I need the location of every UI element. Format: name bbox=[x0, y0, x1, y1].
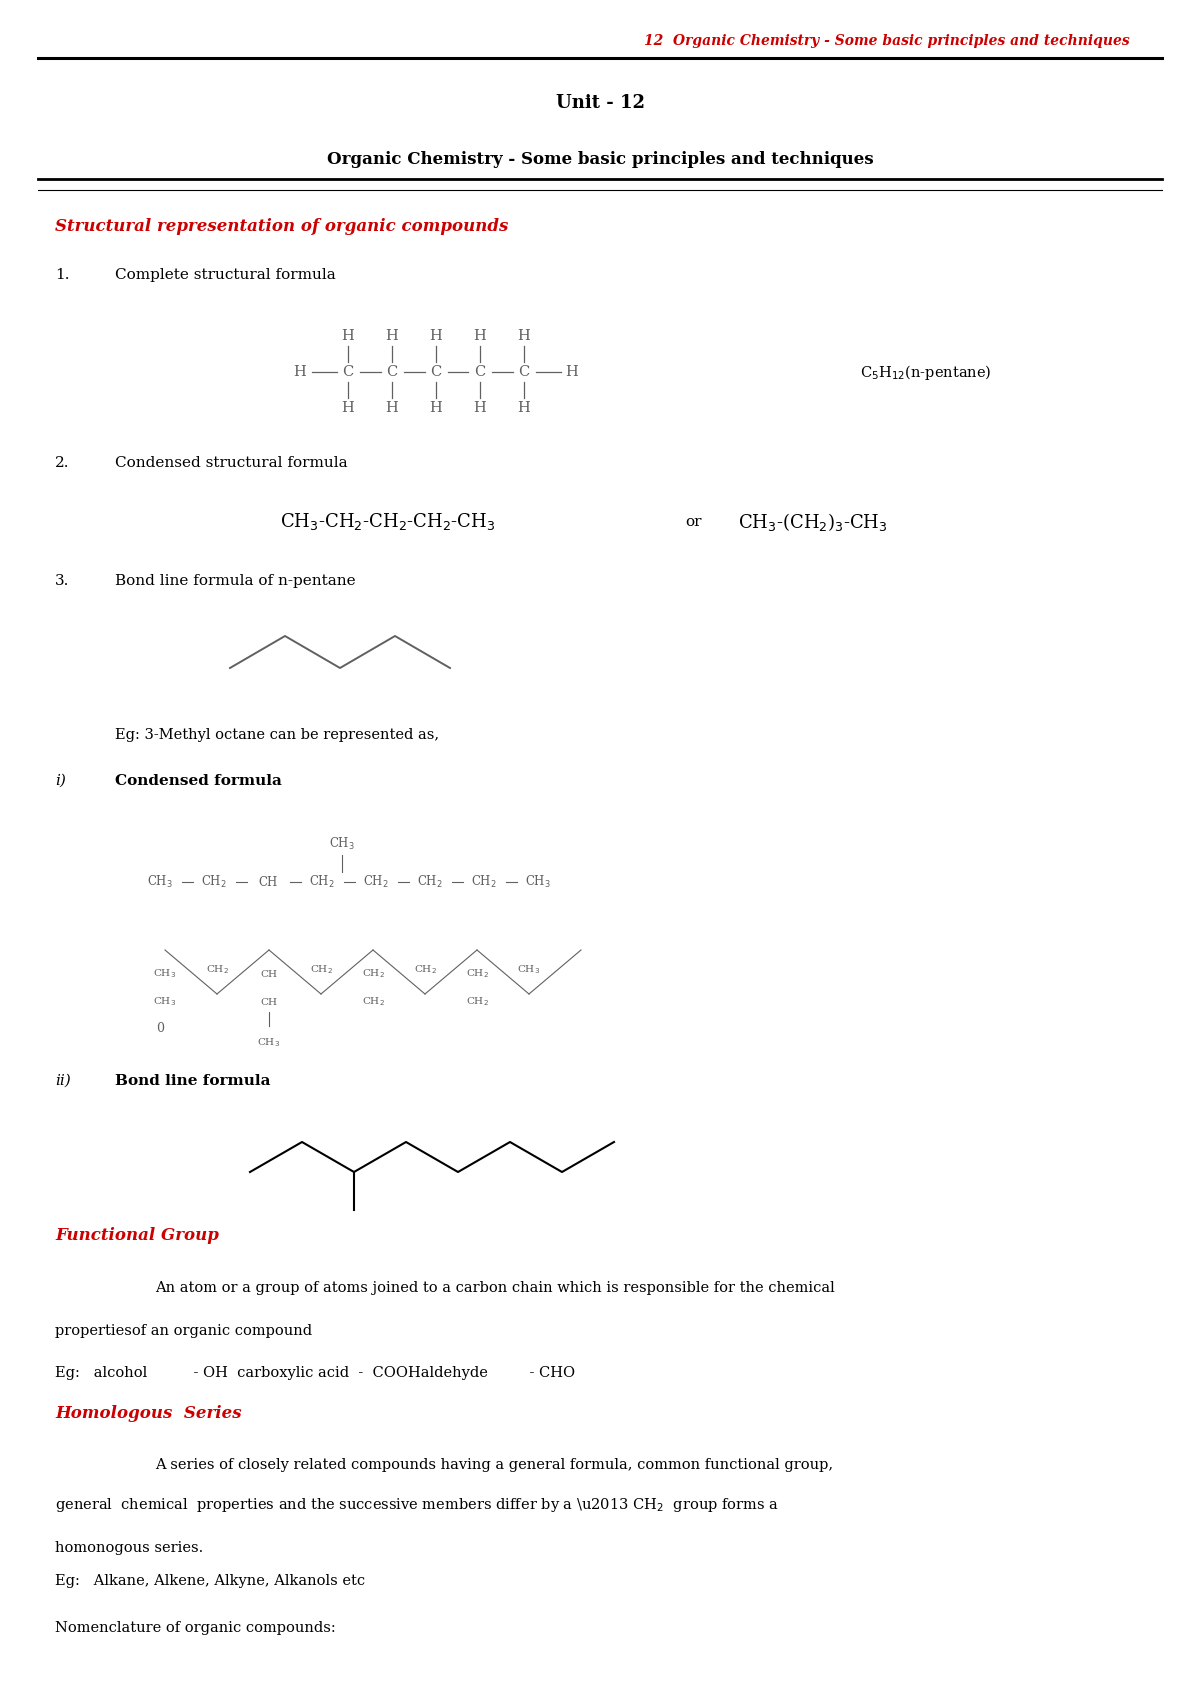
Text: propertiesof an organic compound: propertiesof an organic compound bbox=[55, 1324, 312, 1337]
Text: H: H bbox=[385, 400, 398, 416]
Text: homonogous series.: homonogous series. bbox=[55, 1541, 203, 1554]
Text: CH$_3$: CH$_3$ bbox=[154, 967, 176, 981]
Text: general  chemical  properties and the successive members differ by a \u2013 CH$_: general chemical properties and the succ… bbox=[55, 1497, 779, 1514]
Text: CH$_2$: CH$_2$ bbox=[205, 964, 228, 976]
Text: CH$_2$: CH$_2$ bbox=[418, 874, 443, 889]
Text: CH$_3$: CH$_3$ bbox=[517, 964, 540, 976]
Text: Eg: 3-Methyl octane can be represented as,: Eg: 3-Methyl octane can be represented a… bbox=[115, 728, 439, 742]
Text: Condensed formula: Condensed formula bbox=[115, 774, 282, 787]
Text: H: H bbox=[430, 329, 443, 343]
Text: H: H bbox=[342, 329, 354, 343]
Text: 0: 0 bbox=[156, 1022, 164, 1035]
Text: CH$_2$: CH$_2$ bbox=[310, 874, 335, 889]
Text: or: or bbox=[685, 514, 702, 529]
Text: H: H bbox=[565, 365, 578, 378]
Text: Eg:   alcohol          - OH  carboxylic acid  -  COOHaldehyde         - CHO: Eg: alcohol - OH carboxylic acid - COOHa… bbox=[55, 1366, 575, 1380]
Text: Condensed structural formula: Condensed structural formula bbox=[115, 456, 348, 470]
Text: H: H bbox=[294, 365, 306, 378]
Text: Structural representation of organic compounds: Structural representation of organic com… bbox=[55, 217, 509, 234]
Text: Bond line formula of n-pentane: Bond line formula of n-pentane bbox=[115, 574, 355, 587]
Text: CH: CH bbox=[260, 998, 277, 1006]
Text: CH$_2$: CH$_2$ bbox=[361, 967, 384, 981]
Text: H: H bbox=[517, 400, 530, 416]
Text: CH$_2$: CH$_2$ bbox=[364, 874, 389, 889]
Text: CH$_3$: CH$_3$ bbox=[258, 1037, 281, 1049]
Text: CH$_2$: CH$_2$ bbox=[466, 996, 488, 1008]
Text: Homologous  Series: Homologous Series bbox=[55, 1405, 241, 1422]
Text: CH$_2$: CH$_2$ bbox=[414, 964, 437, 976]
Text: A series of closely related compounds having a general formula, common functiona: A series of closely related compounds ha… bbox=[155, 1458, 833, 1471]
Text: CH$_3$: CH$_3$ bbox=[526, 874, 551, 889]
Text: i): i) bbox=[55, 774, 66, 787]
Text: CH$_3$-CH$_2$-CH$_2$-CH$_2$-CH$_3$: CH$_3$-CH$_2$-CH$_2$-CH$_2$-CH$_3$ bbox=[280, 511, 496, 533]
Text: C: C bbox=[431, 365, 442, 378]
Text: C$_5$H$_{12}$(n-pentane): C$_5$H$_{12}$(n-pentane) bbox=[860, 363, 991, 382]
Text: 2.: 2. bbox=[55, 456, 70, 470]
Text: CH$_3$: CH$_3$ bbox=[329, 837, 355, 852]
Text: C: C bbox=[386, 365, 397, 378]
Text: Unit - 12: Unit - 12 bbox=[556, 93, 644, 112]
Text: C: C bbox=[518, 365, 529, 378]
Text: CH$_2$: CH$_2$ bbox=[361, 996, 384, 1008]
Text: Nomenclature of organic compounds:: Nomenclature of organic compounds: bbox=[55, 1621, 336, 1634]
Text: CH$_2$: CH$_2$ bbox=[310, 964, 332, 976]
Text: CH: CH bbox=[260, 969, 277, 979]
Text: Bond line formula: Bond line formula bbox=[115, 1074, 270, 1088]
Text: 1.: 1. bbox=[55, 268, 70, 282]
Text: 3.: 3. bbox=[55, 574, 70, 587]
Text: CH$_2$: CH$_2$ bbox=[472, 874, 497, 889]
Text: H: H bbox=[517, 329, 530, 343]
Text: CH$_2$: CH$_2$ bbox=[202, 874, 227, 889]
Text: Complete structural formula: Complete structural formula bbox=[115, 268, 336, 282]
Text: Functional Group: Functional Group bbox=[55, 1227, 218, 1244]
Text: CH$_3$: CH$_3$ bbox=[148, 874, 173, 889]
Text: H: H bbox=[474, 329, 486, 343]
Text: H: H bbox=[342, 400, 354, 416]
Text: H: H bbox=[430, 400, 443, 416]
Text: C: C bbox=[342, 365, 354, 378]
Text: ii): ii) bbox=[55, 1074, 71, 1088]
Text: CH$_3$: CH$_3$ bbox=[154, 996, 176, 1008]
Text: An atom or a group of atoms joined to a carbon chain which is responsible for th: An atom or a group of atoms joined to a … bbox=[155, 1281, 835, 1295]
Text: CH$_2$: CH$_2$ bbox=[466, 967, 488, 981]
Text: H: H bbox=[474, 400, 486, 416]
Text: Organic Chemistry - Some basic principles and techniques: Organic Chemistry - Some basic principle… bbox=[326, 151, 874, 168]
Text: H: H bbox=[385, 329, 398, 343]
Text: CH: CH bbox=[258, 876, 277, 889]
Text: C: C bbox=[474, 365, 486, 378]
Text: 12  Organic Chemistry - Some basic principles and techniques: 12 Organic Chemistry - Some basic princi… bbox=[644, 34, 1130, 48]
Text: CH$_3$-(CH$_2$)$_3$-CH$_3$: CH$_3$-(CH$_2$)$_3$-CH$_3$ bbox=[738, 511, 888, 533]
Text: Eg:   Alkane, Alkene, Alkyne, Alkanols etc: Eg: Alkane, Alkene, Alkyne, Alkanols etc bbox=[55, 1575, 365, 1588]
